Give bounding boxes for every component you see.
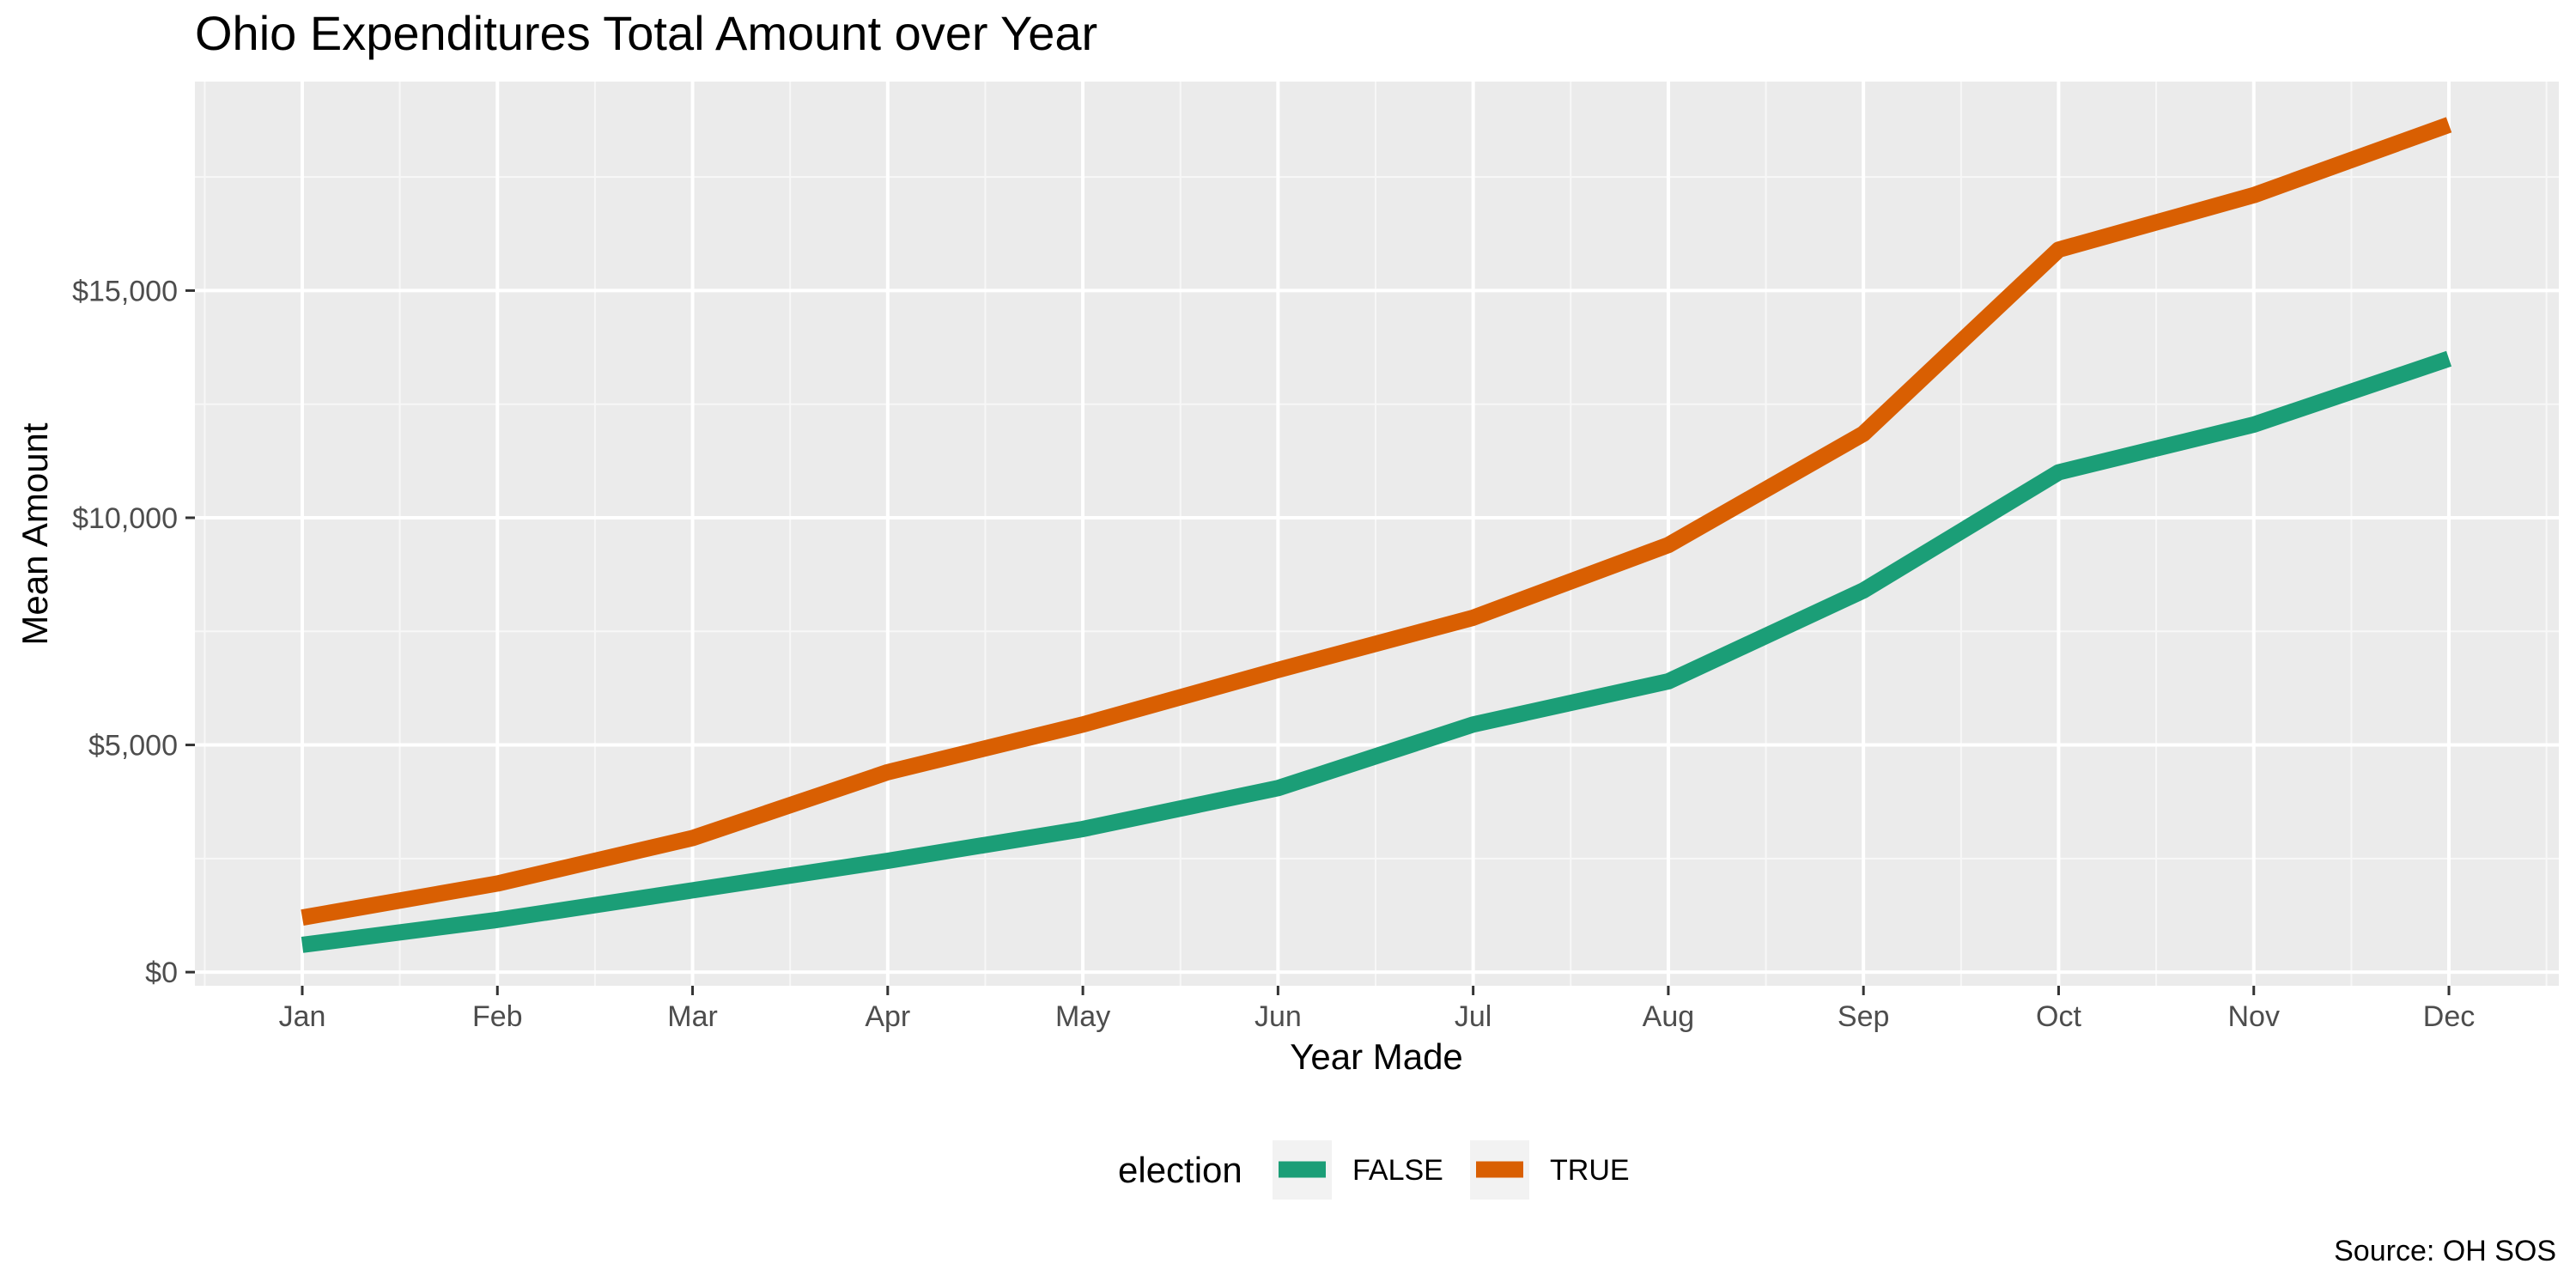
y-axis: $0 $5,000 $10,000 $15,000 xyxy=(72,275,195,989)
legend-label-true: TRUE xyxy=(1550,1154,1630,1187)
x-tick-label: Jul xyxy=(1455,1000,1492,1033)
legend-label-false: FALSE xyxy=(1352,1154,1443,1187)
grid-major xyxy=(195,82,2559,986)
legend: election FALSE TRUE xyxy=(1118,1140,1630,1200)
series-line-false xyxy=(301,350,2452,953)
x-tick-label: Feb xyxy=(472,1000,523,1033)
x-tick-label: Jun xyxy=(1255,1000,1302,1033)
x-tick-label: Mar xyxy=(667,1000,718,1033)
series-layer xyxy=(301,117,2452,953)
x-tick-label: Oct xyxy=(2036,1000,2081,1033)
x-tick-label: Nov xyxy=(2227,1000,2279,1033)
x-axis-title: Year Made xyxy=(1290,1036,1463,1077)
x-axis: Jan Feb Mar Apr May Jun Jul Aug Sep Oct Nov Dec xyxy=(279,986,2475,1033)
y-axis-title: Mean Amount xyxy=(15,422,55,645)
y-tick-label: $10,000 xyxy=(72,502,178,535)
x-tick-label: Jan xyxy=(279,1000,326,1033)
legend-title: election xyxy=(1118,1150,1242,1190)
y-tick-label: $15,000 xyxy=(72,275,178,307)
series-line-true xyxy=(301,117,2452,926)
x-tick-label: Apr xyxy=(865,1000,910,1033)
plot-panel xyxy=(195,82,2559,986)
x-tick-label: Aug xyxy=(1643,1000,1695,1033)
grid-minor xyxy=(195,82,2559,986)
chart-caption: Source: OH SOS xyxy=(2334,1235,2556,1267)
y-tick-label: $5,000 xyxy=(88,730,178,762)
x-tick-label: Sep xyxy=(1838,1000,1890,1033)
chart-title: Ohio Expenditures Total Amount over Year xyxy=(195,6,1097,60)
x-tick-label: May xyxy=(1055,1000,1110,1033)
x-tick-label: Dec xyxy=(2423,1000,2475,1033)
y-tick-label: $0 xyxy=(145,957,178,989)
